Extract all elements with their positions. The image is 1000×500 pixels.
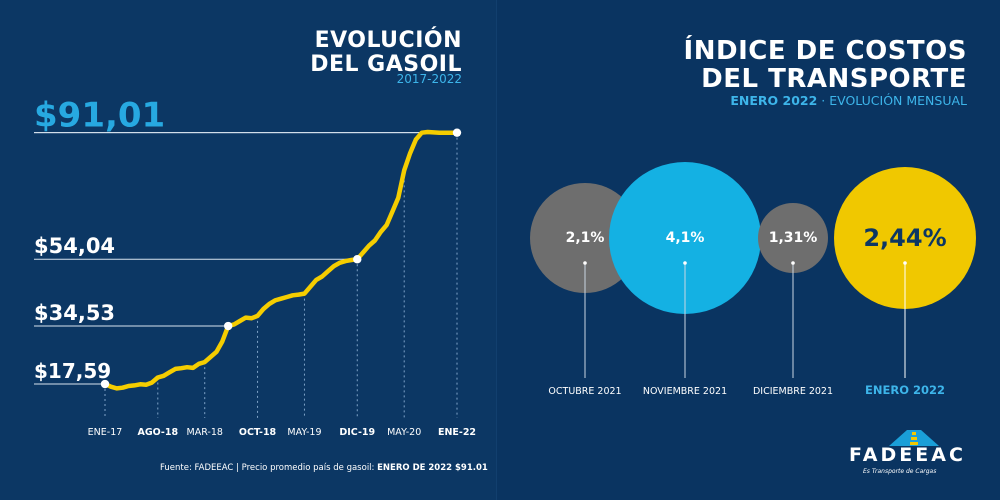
bubble-category-label: NOVIEMBRE 2021 <box>643 386 727 397</box>
gasoil-title-line1: EVOLUCIÓN <box>314 28 462 53</box>
gasoil-title: EVOLUCIÓN DEL GASOIL <box>310 30 462 76</box>
source-bold: ENERO DE 2022 $91.01 <box>377 463 488 473</box>
bubble-category-label: DICIEMBRE 2021 <box>753 386 833 397</box>
x-tick-label: MAR-18 <box>187 427 223 438</box>
value-label: $34,53 <box>34 301 115 325</box>
x-tick-label: ENE-17 <box>88 427 123 438</box>
value-marker <box>224 321 233 331</box>
cost-index-subtitle-bold: ENERO 2022 <box>730 93 818 108</box>
value-marker <box>452 128 462 137</box>
bubble <box>758 203 828 273</box>
logo-road-icon <box>889 430 939 446</box>
bubble-category-label: ENERO 2022 <box>865 383 945 397</box>
bubble-leader-dot <box>903 261 907 265</box>
gasoil-panel: EVOLUCIÓN DEL GASOIL 2017-2022 ENE-17 AGO… <box>0 0 496 500</box>
value-marker <box>353 255 362 264</box>
value-marker <box>100 379 110 389</box>
gasoil-title-line2: DEL GASOIL <box>310 52 462 77</box>
x-tick-label: ENE-22 <box>438 427 476 438</box>
value-label: $54,04 <box>34 234 115 258</box>
cost-index-bubble-chart: 2,1% OCTUBRE 2021 4,1% NOVIEMBRE 2021 1,31% D… <box>530 162 976 397</box>
value-label: $17,59 <box>34 359 111 383</box>
cost-index-subtitle: ENERO 2022 · EVOLUCIÓN MENSUAL <box>730 93 967 108</box>
x-tick-label: MAY-20 <box>387 427 421 438</box>
value-label: $91,01 <box>34 96 165 136</box>
x-tick-label: AGO-18 <box>138 427 179 438</box>
fadeeac-logo: FADEEAC <box>849 444 966 466</box>
cost-index-panel: ÍNDICE DE COSTOS DEL TRANSPORTE ENERO 20… <box>496 0 1000 500</box>
x-tick-label: OCT-18 <box>239 427 277 438</box>
source-prefix: Fuente: FADEEAC | Precio promedio país d… <box>160 463 375 473</box>
source-note: Fuente: FADEEAC | Precio promedio país d… <box>160 463 488 473</box>
fadeeac-tagline: Es Transporte de Cargas <box>863 468 937 475</box>
gasoil-series-line <box>102 129 460 391</box>
bubble-value-label: 2,1% <box>566 230 605 246</box>
x-tick-label: DIC-19 <box>339 427 375 438</box>
bubble-value-label: 4,1% <box>666 230 705 246</box>
bubble <box>609 162 761 314</box>
cost-index-title-line1: ÍNDICE DE COSTOS <box>683 36 967 66</box>
bubble-leader-dot <box>791 261 795 265</box>
cost-index-title-line2: DEL TRANSPORTE <box>701 64 967 94</box>
cost-index-subtitle-rest: · EVOLUCIÓN MENSUAL <box>817 93 967 108</box>
cost-index-title: ÍNDICE DE COSTOS DEL TRANSPORTE <box>684 38 967 92</box>
bubble-value-label: 1,31% <box>769 230 818 246</box>
bubble-leader-dot <box>683 261 687 265</box>
bubble-leader-dot <box>583 261 587 265</box>
gasoil-line-chart: ENE-17 AGO-18 MAR-18 OCT-18 MAY-19 DIC-19 MAY-… <box>34 96 476 438</box>
x-tick-label: MAY-19 <box>287 427 321 438</box>
bubble-value-label: 2,44% <box>863 224 946 252</box>
bubble-category-label: OCTUBRE 2021 <box>548 386 621 397</box>
bubble <box>834 167 976 309</box>
gasoil-subtitle: 2017-2022 <box>396 72 462 86</box>
bubble <box>530 183 640 293</box>
